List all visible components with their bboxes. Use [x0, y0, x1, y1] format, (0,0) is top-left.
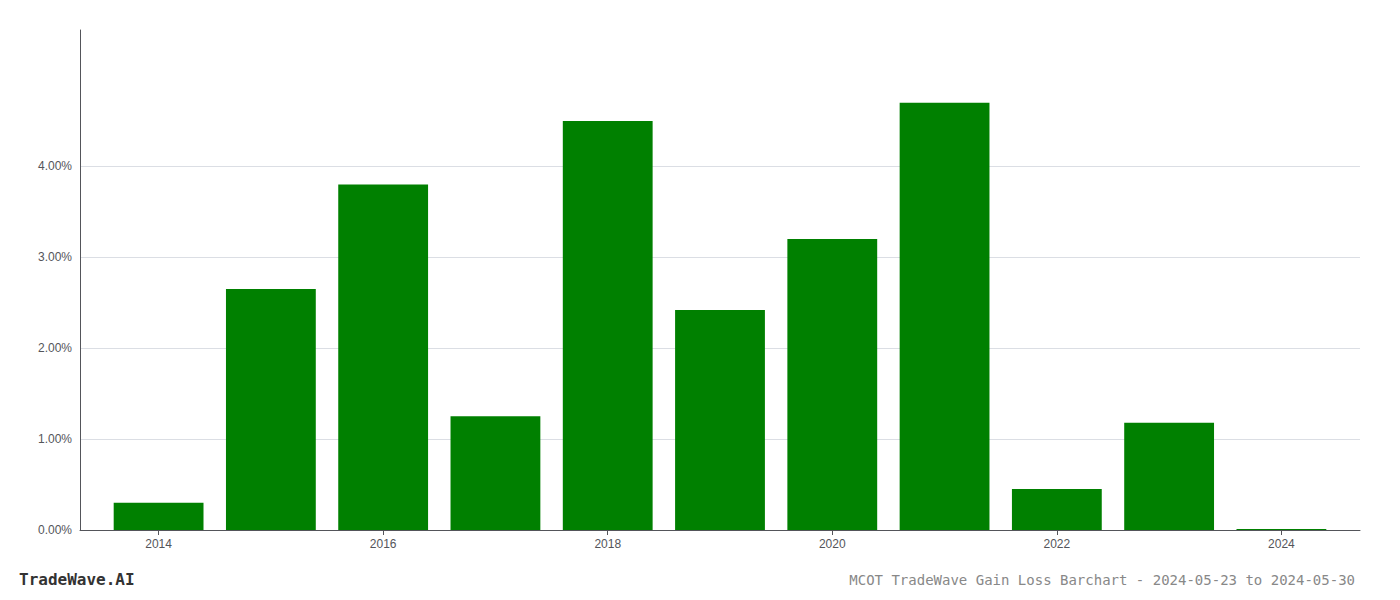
svg-text:2014: 2014 [145, 537, 172, 551]
svg-text:MCOT TradeWave Gain Loss Barch: MCOT TradeWave Gain Loss Barchart - 2024… [849, 572, 1355, 588]
svg-text:0.00%: 0.00% [38, 523, 72, 537]
svg-text:2022: 2022 [1043, 537, 1070, 551]
svg-text:1.00%: 1.00% [38, 432, 72, 446]
svg-text:2024: 2024 [1268, 537, 1295, 551]
svg-text:2.00%: 2.00% [38, 341, 72, 355]
svg-text:4.00%: 4.00% [38, 159, 72, 173]
svg-text:2018: 2018 [594, 537, 621, 551]
svg-text:2020: 2020 [819, 537, 846, 551]
svg-text:TradeWave.AI: TradeWave.AI [19, 570, 135, 589]
svg-text:3.00%: 3.00% [38, 250, 72, 264]
svg-text:2016: 2016 [370, 537, 397, 551]
